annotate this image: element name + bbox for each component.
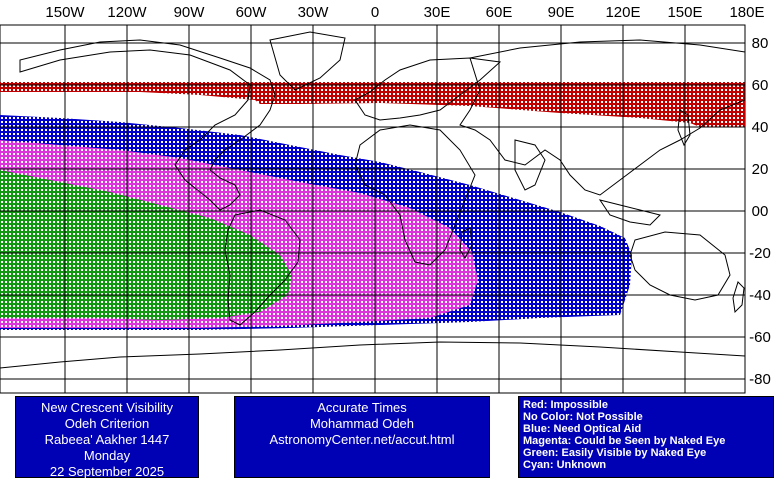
lon-label-60w: 60W [236, 4, 268, 21]
lon-label-0: 0 [371, 4, 379, 21]
legend-panel: Red: Impossible No Color: Not Possible B… [518, 396, 774, 478]
coastlines [0, 31, 745, 369]
zone-impossible [0, 82, 745, 127]
lon-label-60e: 60E [486, 4, 513, 21]
legend-green: Green: Easily Visible by Naked Eye [523, 447, 707, 459]
latitude-labels: 80 60 40 20 00 -20 -40 -60 -80 [749, 35, 771, 388]
info-panel-center: Accurate Times Mohammad Odeh AstronomyCe… [234, 396, 490, 478]
accurate-times-label: Accurate Times [317, 400, 407, 415]
lat-label-minus80: -80 [749, 371, 771, 388]
lon-label-30e: 30E [424, 4, 451, 21]
lat-label-20: 20 [752, 161, 769, 178]
lat-label-minus20: -20 [749, 245, 771, 262]
lon-label-150w: 150W [45, 4, 85, 21]
lon-label-120w: 120W [107, 4, 147, 21]
info-panel-left: New Crescent Visibility Odeh Criterion R… [15, 396, 199, 479]
lat-label-40: 40 [752, 119, 769, 136]
lat-label-minus40: -40 [749, 287, 771, 304]
info-title: New Crescent Visibility [41, 400, 173, 415]
lat-label-minus60: -60 [749, 329, 771, 346]
lon-label-150e: 150E [667, 4, 702, 21]
lat-label-60: 60 [752, 77, 769, 94]
legend-magenta: Magenta: Could be Seen by Naked Eye [523, 435, 726, 447]
legend-blue: Blue: Need Optical Aid [523, 423, 642, 435]
info-month: Rabeea' Aakher 1447 [44, 432, 170, 447]
legend-red: Red: Impossible [523, 399, 608, 411]
legend-cyan: Cyan: Unknown [523, 459, 607, 471]
info-date: 22 September 2025 [49, 464, 165, 479]
graticule [0, 25, 745, 393]
longitude-labels: 150W 120W 90W 60W 30W 0 30E 60E 90E 120E… [45, 4, 764, 21]
author-name: Mohammad Odeh [309, 416, 415, 431]
lon-label-120e: 120E [605, 4, 640, 21]
lon-label-180e: 180E [729, 4, 764, 21]
lon-label-90e: 90E [548, 4, 575, 21]
lat-label-80: 80 [752, 35, 769, 52]
lon-label-30w: 30W [298, 4, 330, 21]
info-criterion: Odeh Criterion [64, 416, 150, 431]
lon-label-90w: 90W [174, 4, 206, 21]
lat-label-00: 00 [752, 203, 769, 220]
zone-easily-visible [0, 170, 292, 320]
website-link[interactable]: AstronomyCenter.net/accut.html [269, 432, 455, 447]
legend-none: No Color: Not Possible [523, 411, 643, 423]
info-weekday: Monday [83, 448, 131, 463]
